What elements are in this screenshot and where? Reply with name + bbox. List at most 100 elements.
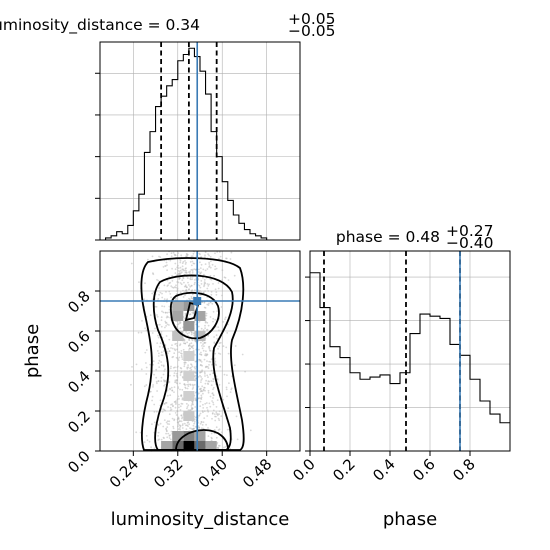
scatter-point: [197, 376, 200, 378]
scatter-point: [176, 344, 179, 347]
scatter-point: [164, 368, 166, 371]
scatter-point: [200, 354, 203, 356]
scatter-point: [210, 291, 213, 293]
ld-marginal-yticks: [95, 72, 100, 241]
density-cell: [172, 311, 184, 321]
scatter-point: [135, 363, 138, 366]
scatter-point: [213, 413, 216, 415]
scatter-point: [206, 283, 209, 285]
scatter-point: [151, 395, 154, 398]
scatter-point: [207, 410, 210, 413]
scatter-point: [197, 425, 200, 427]
scatter-point: [211, 412, 214, 414]
scatter-point: [218, 444, 221, 447]
scatter-point: [209, 260, 212, 263]
scatter-point: [222, 321, 225, 323]
scatter-point: [157, 334, 159, 337]
scatter-point: [190, 264, 193, 267]
scatter-point: [203, 279, 206, 281]
scatter-point: [224, 316, 227, 319]
scatter-point: [225, 386, 228, 389]
scatter-point: [216, 379, 219, 381]
scatter-point: [179, 409, 182, 411]
scatter-point: [149, 363, 152, 366]
density-cell: [183, 351, 195, 361]
scatter-point: [168, 381, 171, 383]
scatter-point: [168, 423, 171, 425]
scatter-point: [208, 266, 211, 268]
scatter-point: [157, 336, 160, 339]
scatter-point: [171, 389, 174, 392]
scatter-point: [178, 403, 180, 406]
scatter-point: [160, 364, 163, 367]
scatter-point: [130, 383, 132, 386]
scatter-point: [170, 255, 173, 258]
scatter-point: [208, 283, 210, 286]
scatter-point: [157, 435, 160, 437]
scatter-point: [158, 255, 160, 258]
density-cell: [172, 331, 184, 341]
scatter-point: [168, 338, 171, 341]
scatter-point: [170, 386, 173, 389]
scatter-point: [143, 385, 146, 388]
scatter-point: [215, 293, 218, 296]
scatter-point: [216, 399, 219, 401]
scatter-point: [163, 403, 166, 405]
scatter-point: [249, 429, 252, 432]
scatter-point: [186, 277, 189, 279]
scatter-point: [166, 269, 169, 272]
x-axis-title-luminosity-distance: luminosity_distance: [111, 509, 290, 530]
scatter-point: [173, 419, 176, 422]
scatter-point: [216, 413, 219, 415]
scatter-point: [206, 365, 209, 368]
scatter-point: [162, 425, 165, 428]
scatter-point: [202, 343, 204, 345]
scatter-point: [224, 318, 226, 320]
scatter-point: [182, 289, 184, 292]
scatter-point: [207, 285, 210, 287]
scatter-point: [191, 311, 194, 314]
scatter-point: [205, 423, 208, 426]
scatter-point: [203, 345, 205, 348]
scatter-point: [184, 342, 187, 345]
scatter-point: [236, 438, 239, 441]
scatter-point: [212, 409, 215, 412]
scatter-point: [183, 365, 186, 368]
scatter-point: [151, 423, 153, 425]
scatter-point: [198, 414, 201, 417]
scatter-point: [214, 268, 217, 271]
scatter-point: [207, 391, 210, 394]
scatter-point: [204, 372, 206, 375]
scatter-point: [177, 365, 179, 368]
scatter-point: [178, 406, 180, 409]
scatter-point: [200, 341, 202, 344]
scatter-point: [175, 293, 178, 295]
scatter-point: [186, 366, 189, 369]
scatter-point: [218, 410, 221, 413]
phase-xtick-label: 0.8: [449, 455, 479, 485]
scatter-point: [208, 302, 210, 305]
scatter-point: [218, 251, 221, 253]
scatter-point: [164, 326, 166, 329]
scatter-point: [193, 420, 196, 423]
scatter-point: [151, 399, 154, 402]
scatter-point: [202, 392, 204, 395]
scatter-point: [208, 263, 211, 265]
scatter-point: [151, 255, 154, 258]
scatter-point: [199, 390, 202, 393]
scatter-point: [215, 411, 218, 414]
scatter-point: [156, 390, 159, 392]
scatter-point: [182, 423, 184, 425]
scatter-point: [162, 365, 165, 368]
scatter-point: [166, 298, 169, 301]
scatter-point: [166, 264, 168, 266]
scatter-point: [174, 379, 177, 382]
scatter-point: [177, 417, 179, 420]
scatter-point: [190, 368, 193, 371]
contour-outer: [140, 257, 245, 451]
scatter-point: [223, 446, 225, 449]
joint-frame: [99, 250, 301, 452]
scatter-point: [199, 412, 202, 415]
scatter-point: [206, 406, 208, 409]
scatter-point: [205, 350, 207, 352]
